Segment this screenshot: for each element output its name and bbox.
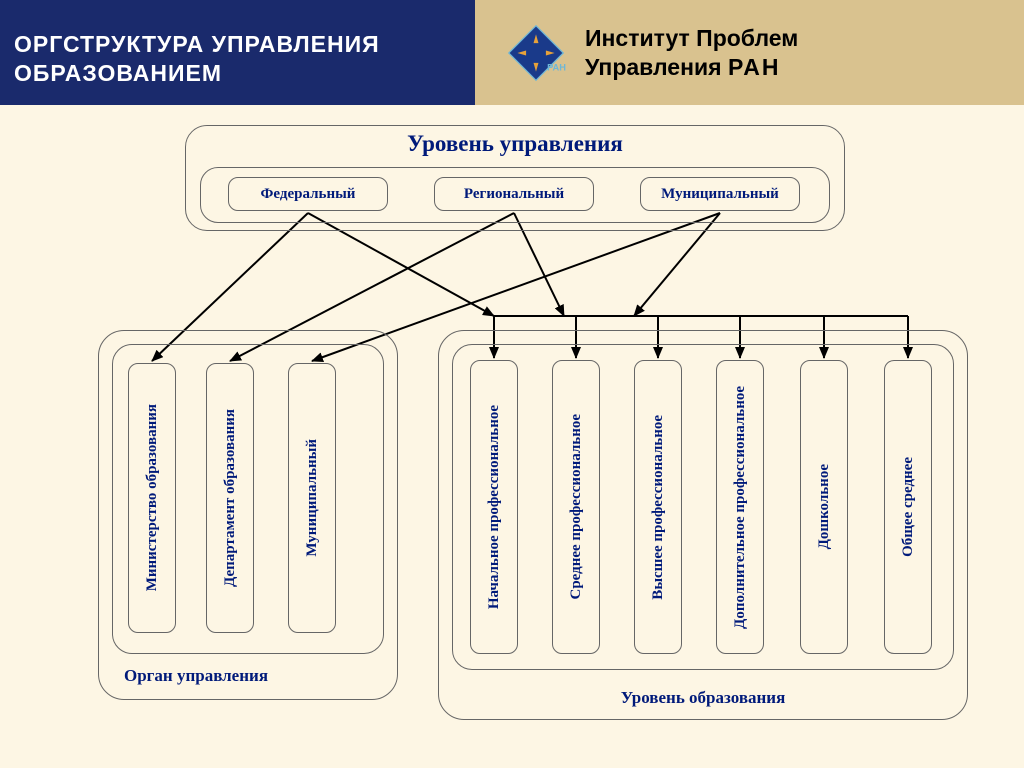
node-label: Среднее профессиональное: [568, 414, 585, 600]
node-label: Департамент образования: [222, 409, 239, 587]
node-additional_prof: Дополнительное профессиональное: [716, 360, 764, 654]
node-label: Дошкольное: [816, 464, 833, 549]
node-muni_org: Муниципальный: [288, 363, 336, 633]
svg-text:РАН: РАН: [547, 62, 566, 72]
group-title: Уровень образования: [438, 688, 968, 708]
node-label: Общее среднее: [900, 457, 917, 557]
logo-block: РАН Институт Проблем Управления РАН: [475, 0, 1024, 105]
header: ОРГСТРУКТУРА УПРАВЛЕНИЯ ОБРАЗОВАНИЕМ РАН…: [0, 0, 1024, 105]
node-ministry: Министерство образования: [128, 363, 176, 633]
node-label: Начальное профессиональное: [486, 405, 503, 609]
page-title-line2: ОБРАЗОВАНИЕМ: [14, 59, 461, 88]
institute-name: Институт Проблем Управления РАН: [585, 24, 798, 82]
node-secondary_prof: Среднее профессиональное: [552, 360, 600, 654]
diagram-canvas: Уровень управления Федеральный Региональны…: [0, 105, 1024, 768]
node-federal: Федеральный: [228, 177, 388, 211]
page-title-line1: ОРГСТРУКТУРА УПРАВЛЕНИЯ: [14, 30, 461, 59]
institute-logo-icon: РАН: [505, 22, 567, 84]
node-preschool: Дошкольное: [800, 360, 848, 654]
node-regional: Региональный: [434, 177, 594, 211]
node-department: Департамент образования: [206, 363, 254, 633]
node-municipal: Муниципальный: [640, 177, 800, 211]
node-label: Дополнительное профессиональное: [732, 386, 749, 629]
node-label: Министерство образования: [144, 404, 161, 591]
node-general_sec: Общее среднее: [884, 360, 932, 654]
node-label: Муниципальный: [304, 439, 321, 557]
group-inner-box: [452, 344, 954, 670]
institute-line2: Управления РАН: [585, 53, 798, 82]
page-title-block: ОРГСТРУКТУРА УПРАВЛЕНИЯ ОБРАЗОВАНИЕМ: [0, 0, 475, 105]
node-label: Высшее профессиональное: [650, 415, 667, 600]
group-title: Уровень управления: [185, 131, 845, 157]
institute-line1: Институт Проблем: [585, 24, 798, 53]
group-title: Орган управления: [124, 666, 268, 686]
node-higher_prof: Высшее профессиональное: [634, 360, 682, 654]
node-primary_prof: Начальное профессиональное: [470, 360, 518, 654]
